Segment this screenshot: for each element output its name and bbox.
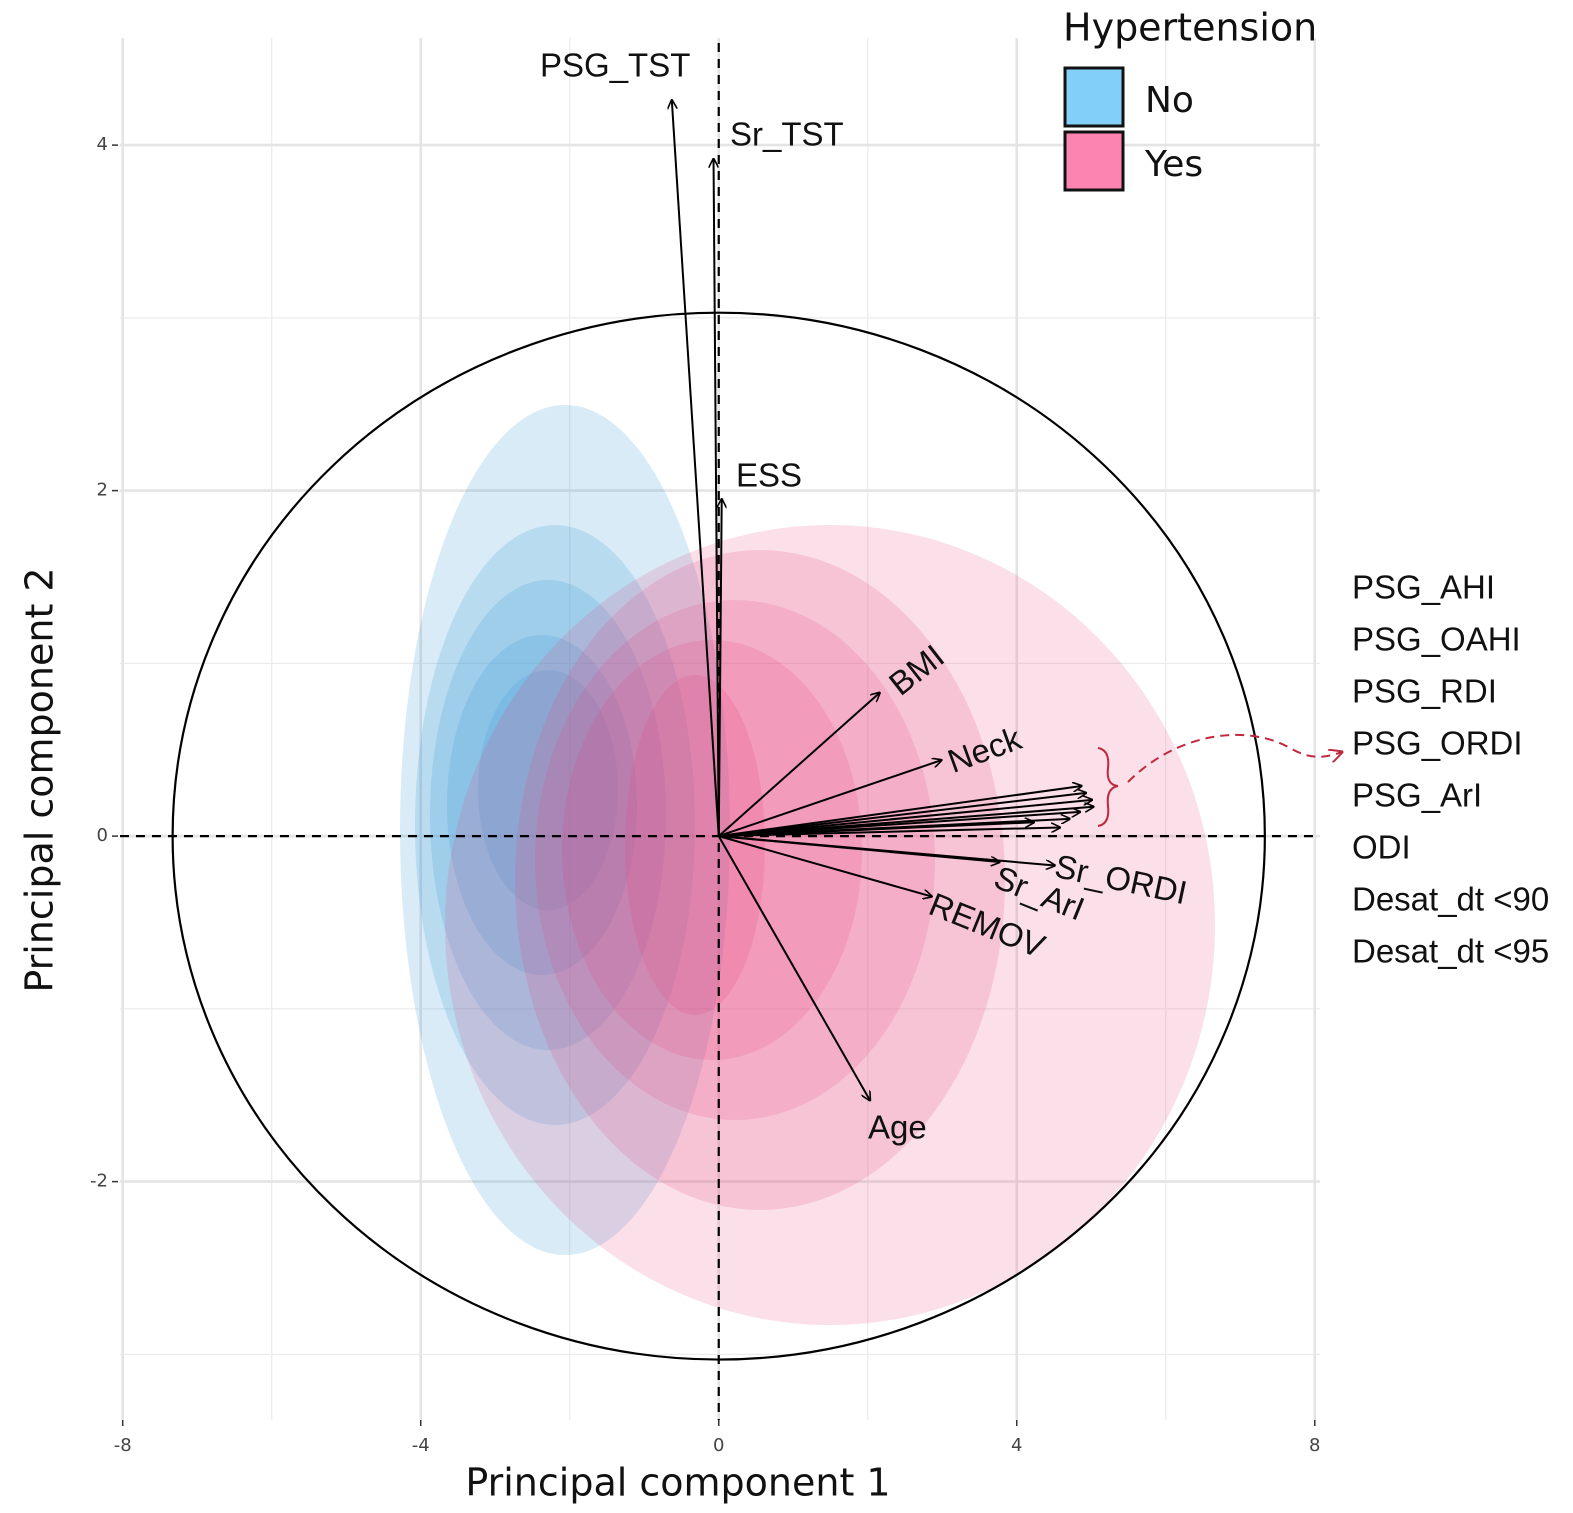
x-tick-label: 4 (1011, 1435, 1022, 1456)
loading-arrow (672, 100, 720, 837)
y-tick-label: 4 (97, 134, 108, 155)
loading-arrow (718, 786, 1082, 838)
y-tick-label: 2 (97, 480, 108, 501)
loading-arrow (718, 760, 942, 838)
group-loading-label: PSG_OAHI (1352, 621, 1521, 658)
legend-swatch (1063, 66, 1125, 128)
group-loading-label: PSG_RDI (1352, 673, 1497, 710)
x-tick-label: 8 (1309, 1435, 1320, 1456)
legend-label: Yes (1144, 144, 1203, 185)
density-contour (415, 525, 695, 1125)
group-loading-label: PSG_ArI (1352, 777, 1482, 814)
y-tick-label: -2 (90, 1171, 108, 1192)
y-tick-label: 0 (97, 825, 108, 846)
legend-title: Hypertension (1063, 6, 1317, 50)
loading-arrow (717, 835, 870, 1100)
group-bracket (1097, 747, 1119, 827)
density-contour (430, 580, 666, 1050)
x-tick-label: -4 (412, 1435, 430, 1456)
loading-arrow (718, 827, 1060, 838)
loading-arrow (718, 693, 880, 837)
loading-arrow (714, 159, 720, 837)
legend-swatch (1063, 130, 1125, 192)
loading-arrow (718, 812, 1080, 838)
density-contour (535, 600, 935, 1120)
density-contour (447, 635, 637, 975)
foreground: NoYesPSG_TSTSr_TSTESSBMINeckSr_ORDISr_Ar… (120, 43, 1549, 1420)
loading-arrow (719, 499, 722, 837)
legend-label: No (1145, 80, 1194, 121)
density-contour (515, 550, 1005, 1210)
group-loading-label: Desat_dt <95 (1352, 933, 1549, 970)
loading-label: PSG_TST (540, 47, 690, 84)
y-axis-title: Principal component 2 (18, 567, 62, 992)
group-loading-label: PSG_AHI (1352, 569, 1495, 606)
group-loading-label: Desat_dt <90 (1352, 881, 1549, 918)
densities (400, 405, 1215, 1325)
loading-arrow (718, 835, 1000, 862)
density-contour (445, 525, 1215, 1325)
x-axis-title: Principal component 1 (465, 1461, 890, 1505)
x-tick-label: 0 (713, 1435, 724, 1456)
group-pointer (1127, 733, 1342, 783)
group-loading-label: ODI (1352, 829, 1411, 866)
loading-arrow (718, 835, 932, 896)
density-contour (478, 670, 618, 910)
loading-label: Age (868, 1109, 927, 1146)
group-loading-label: PSG_ORDI (1352, 725, 1523, 762)
loading-label: Sr_TST (730, 116, 844, 153)
loading-label: ESS (736, 457, 802, 494)
loading-arrow (718, 800, 1092, 838)
x-tick-label: -8 (114, 1435, 132, 1456)
density-contour (400, 405, 730, 1255)
loading-arrow (718, 793, 1086, 838)
density-contour (625, 675, 765, 1015)
